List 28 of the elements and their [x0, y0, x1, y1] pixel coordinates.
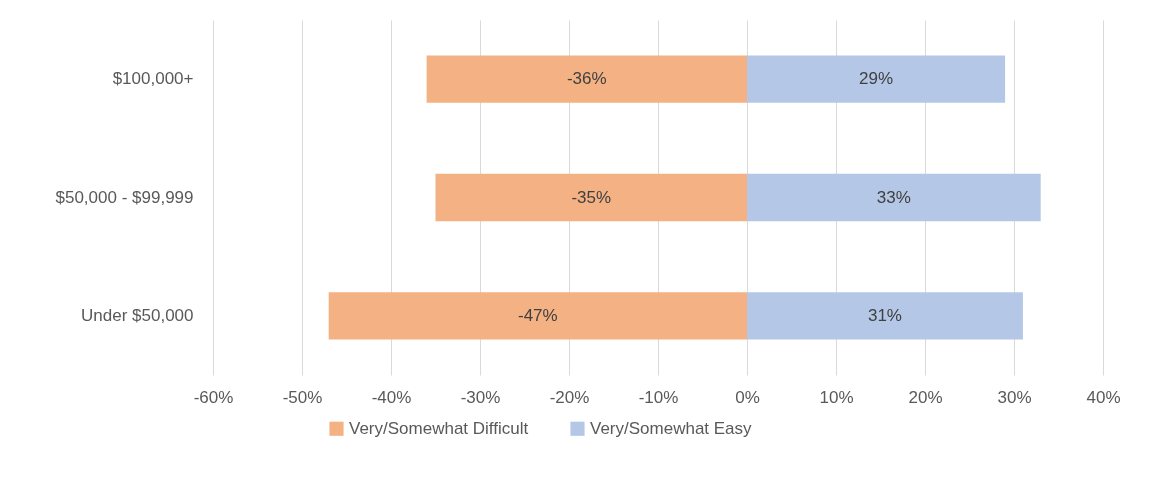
bar: [435, 173, 747, 222]
x-tick-label: 20%: [908, 387, 943, 407]
y-tick-label: $100,000+: [112, 69, 194, 89]
x-tick-label: 0%: [735, 387, 760, 407]
text: -36%: [566, 69, 607, 89]
legend-label: Very/Somewhat Easy: [590, 418, 753, 438]
bar: [426, 55, 747, 103]
x-tick-label: -20%: [549, 387, 590, 407]
x-tick-label: -50%: [282, 387, 323, 407]
bar: [747, 292, 1023, 340]
x-tick-label: -60%: [193, 387, 234, 407]
bar: [328, 292, 747, 340]
bar: [747, 55, 1006, 103]
text: -35%: [571, 187, 612, 207]
y-tick-label: $50,000 - $99,999: [55, 187, 194, 207]
x-tick-label: 30%: [997, 387, 1032, 407]
x-tick-label: 10%: [819, 387, 854, 407]
y-tick-label: Under $50,000: [81, 305, 194, 325]
text: 31%: [867, 305, 902, 325]
x-tick-label: 40%: [1086, 387, 1121, 407]
text: 33%: [876, 187, 911, 207]
legend-label: Very/Somewhat Difficult: [349, 418, 529, 438]
text: -47%: [518, 305, 558, 325]
x-tick-label: -40%: [371, 387, 412, 407]
text: 29%: [859, 69, 894, 89]
x-tick-label: -10%: [638, 387, 679, 407]
bar: [747, 173, 1041, 222]
x-tick-label: -30%: [460, 387, 501, 407]
